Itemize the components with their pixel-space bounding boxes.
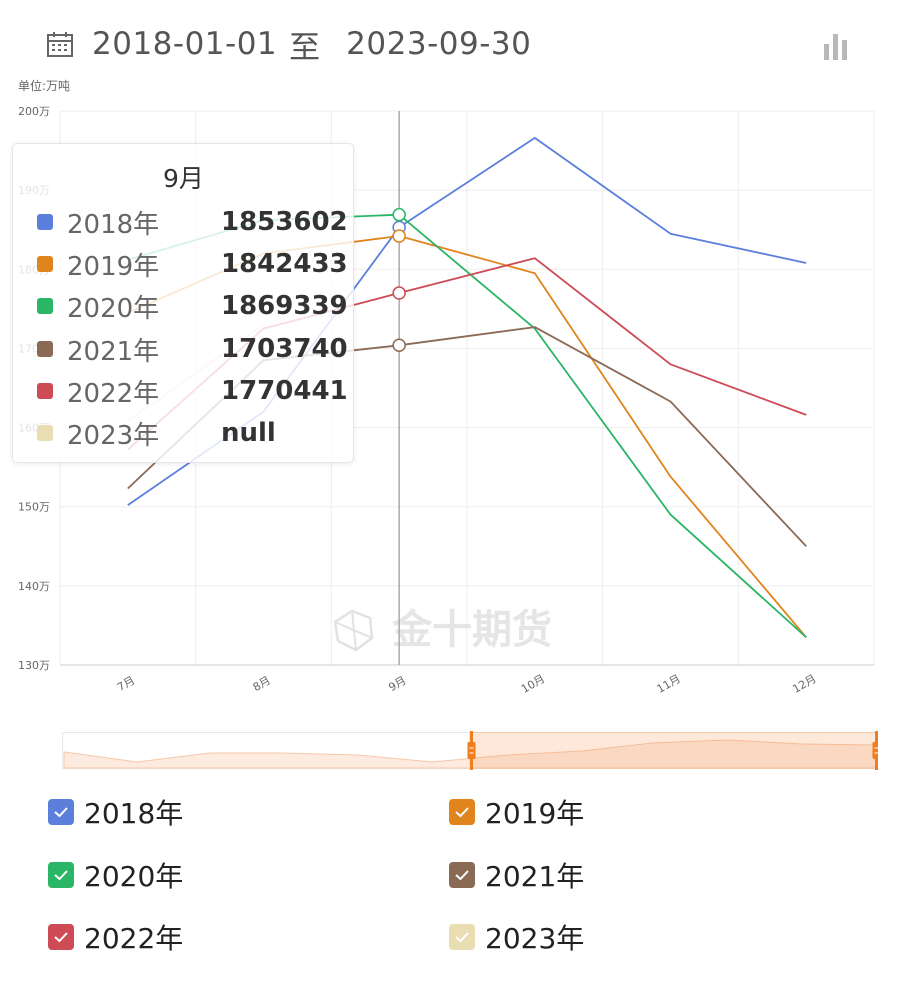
y-tick-label: 150万: [18, 501, 50, 514]
legend-item-2018[interactable]: 2018年: [48, 792, 183, 832]
legend-item-2021[interactable]: 2021年: [449, 855, 584, 895]
legend-item-2020[interactable]: 2020年: [48, 855, 183, 895]
tooltip-value: 1703740: [221, 334, 348, 364]
legend-label: 2021年: [485, 860, 585, 893]
tooltip-series-name: 2022年: [67, 378, 160, 409]
tooltip-series-name: 2018年: [67, 209, 160, 240]
zoom-slider[interactable]: [62, 731, 878, 771]
legend-label: 2020年: [84, 860, 184, 893]
legend-label: 2022年: [84, 922, 184, 955]
watermark-logo-icon: [333, 609, 374, 652]
data-point-marker: [392, 286, 406, 300]
legend-label: 2019年: [485, 797, 585, 830]
end-date[interactable]: 2023-09-30: [346, 26, 532, 62]
tooltip-row: 2022年 1770441: [37, 371, 348, 411]
checkbox-icon[interactable]: [48, 862, 74, 888]
legend-item-2019[interactable]: 2019年: [449, 792, 584, 832]
unit-label: 单位:万吨: [18, 79, 71, 93]
x-tick-label: 10月: [519, 672, 547, 696]
tooltip: 9月 2018年 1853602 2019年 1842433 2020年 186…: [12, 143, 354, 463]
legend-item-2022[interactable]: 2022年: [48, 917, 183, 957]
legend-label: 2018年: [84, 797, 184, 830]
tooltip-value: 1770441: [221, 376, 348, 406]
y-tick-label: 140万: [18, 580, 50, 593]
series-swatch: [37, 425, 53, 441]
x-tick-label: 9月: [386, 674, 408, 694]
checkbox-icon[interactable]: [449, 862, 475, 888]
checkbox-icon[interactable]: [449, 924, 475, 950]
tooltip-title: 9月: [163, 164, 204, 193]
tooltip-row: 2021年 1703740: [37, 329, 348, 369]
calendar-icon: [47, 32, 73, 57]
tooltip-value: 1842433: [221, 249, 348, 279]
checkbox-icon[interactable]: [449, 799, 475, 825]
tooltip-row: 2023年 null: [37, 413, 276, 453]
tooltip-row: 2019年 1842433: [37, 244, 348, 284]
series-swatch: [37, 341, 53, 357]
zoom-selected-range[interactable]: [469, 732, 878, 769]
x-tick-label: 8月: [251, 674, 273, 694]
zoom-handle-left[interactable]: [467, 731, 476, 770]
bar-chart-icon[interactable]: [822, 30, 850, 62]
series-swatch: [37, 383, 53, 399]
tooltip-series-name: 2019年: [67, 251, 160, 282]
x-tick-label: 7月: [115, 674, 137, 694]
start-date[interactable]: 2018-01-01: [92, 26, 278, 62]
tooltip-value: null: [221, 418, 276, 448]
tooltip-series-name: 2023年: [67, 420, 160, 451]
tooltip-value: 1853602: [221, 207, 348, 237]
y-tick-label: 200万: [18, 105, 50, 118]
tooltip-row: 2020年 1869339: [37, 286, 348, 326]
tooltip-series-name: 2021年: [67, 336, 160, 367]
checkbox-icon[interactable]: [48, 799, 74, 825]
x-tick-label: 11月: [655, 672, 683, 696]
data-point-marker: [392, 229, 406, 243]
tooltip-series-name: 2020年: [67, 293, 160, 324]
series-swatch: [37, 214, 53, 230]
data-point-marker: [392, 207, 406, 222]
legend-label: 2023年: [485, 922, 585, 955]
data-point-marker: [392, 338, 406, 353]
y-tick-label: 130万: [18, 659, 50, 672]
tooltip-row: 2018年 1853602: [37, 202, 348, 242]
date-range-header[interactable]: 2018-01-01 至 2023-09-30: [46, 22, 531, 66]
date-separator: 至: [289, 29, 321, 66]
watermark: 金十期货: [391, 607, 552, 653]
series-swatch: [37, 256, 53, 272]
x-tick-label: 12月: [790, 672, 818, 696]
zoom-handle-right[interactable]: [872, 731, 879, 770]
checkbox-icon[interactable]: [48, 924, 74, 950]
tooltip-value: 1869339: [221, 291, 348, 321]
legend-item-2023[interactable]: 2023年: [449, 917, 584, 957]
series-swatch: [37, 298, 53, 314]
